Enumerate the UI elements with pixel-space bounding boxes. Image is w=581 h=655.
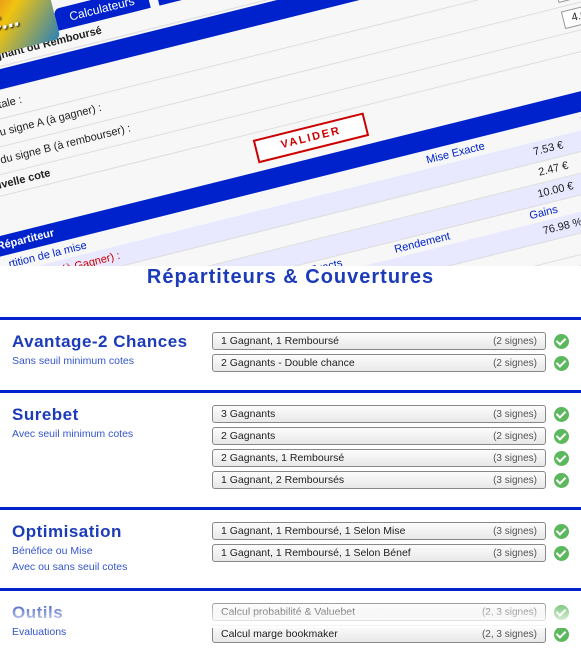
check-icon — [554, 429, 569, 444]
check-icon — [554, 605, 569, 620]
calculator-button-label: 2 Gagnants — [221, 430, 275, 442]
calculator-button[interactable]: 1 Gagnant, 1 Remboursé, 1 Selon Mise (3 s… — [212, 522, 546, 540]
calculator-button-label: 2 Gagnants, 1 Remboursé — [221, 452, 344, 464]
section-subtitle: Avec seuil minimum cotes — [12, 427, 212, 441]
divider — [0, 390, 581, 393]
calculator-button-signes: (3 signes) — [493, 453, 537, 464]
calculator-button[interactable]: 1 Gagnant, 2 Remboursés (3 signes) — [212, 471, 546, 489]
calculator-button-label: Calcul marge bookmaker — [221, 628, 338, 640]
calculator-button-signes: (3 signes) — [493, 548, 537, 559]
check-icon — [554, 451, 569, 466]
calculator-button-label: 2 Gagnants - Double chance — [221, 357, 355, 369]
calculator-button-label: 1 Gagnant, 1 Remboursé, 1 Selon Bénef — [221, 547, 411, 559]
calculator-button[interactable]: 2 Gagnants, 1 Remboursé (3 signes) — [212, 449, 546, 467]
calculator-button[interactable]: 2 Gagnants (2 signes) — [212, 427, 546, 445]
calculator-button-signes: (2, 3 signes) — [482, 629, 537, 640]
calculator-button-label: 1 Gagnant, 1 Remboursé — [221, 335, 339, 347]
calculator-button-label: 1 Gagnant, 1 Remboursé, 1 Selon Mise — [221, 525, 405, 537]
section-title: Outils — [12, 603, 212, 623]
calculator-button-signes: (3 signes) — [493, 475, 537, 486]
section-title: Surebet — [12, 405, 212, 425]
check-icon — [554, 473, 569, 488]
calculator-button[interactable]: 2 Gagnants - Double chance (2 signes) — [212, 354, 546, 372]
calculator-button-signes: (3 signes) — [493, 526, 537, 537]
calculator-button-signes: (2 signes) — [493, 431, 537, 442]
page-title: Répartiteurs & Couvertures — [0, 266, 581, 289]
calculator-button[interactable]: Calcul probabilité & Valuebet (2, 3 signe… — [212, 603, 546, 621]
divider — [0, 507, 581, 510]
check-icon — [554, 546, 569, 561]
calculator-button[interactable]: 1 Gagnant, 1 Remboursé, 1 Selon Bénef (3 … — [212, 544, 546, 562]
calculator-button[interactable]: Calcul marge bookmaker (2, 3 signes) — [212, 625, 546, 643]
section-subtitle: Bénéfice ou Mise — [12, 544, 212, 558]
calculator-button[interactable]: 3 Gagnants (3 signes) — [212, 405, 546, 423]
section-subtitle: Sans seuil minimum cotes — [12, 354, 212, 368]
section-title: Avantage-2 Chances — [12, 332, 212, 352]
divider — [0, 317, 581, 320]
divider — [0, 588, 581, 591]
check-icon — [554, 524, 569, 539]
calculator-button-signes: (3 signes) — [493, 409, 537, 420]
calculator-button-label: Calcul probabilité & Valuebet — [221, 606, 355, 618]
section-title: Optimisation — [12, 522, 212, 542]
calculator-button-label: 3 Gagnants — [221, 408, 275, 420]
calculator-button[interactable]: 1 Gagnant, 1 Remboursé (2 signes) — [212, 332, 546, 350]
calculator-button-label: 1 Gagnant, 2 Remboursés — [221, 474, 344, 486]
check-icon — [554, 627, 569, 642]
calculator-button-signes: (2 signes) — [493, 358, 537, 369]
tilted-calculator: BetC... Calculateurs Actualités Sp... 10… — [0, 0, 581, 280]
hero-screenshot: BetC... Calculateurs Actualités Sp... 10… — [0, 0, 581, 280]
section-subtitle: Evaluations — [12, 625, 212, 639]
check-icon — [554, 356, 569, 371]
check-icon — [554, 334, 569, 349]
calculator-button-signes: (2 signes) — [493, 336, 537, 347]
calculator-button-signes: (2, 3 signes) — [482, 607, 537, 618]
check-icon — [554, 407, 569, 422]
section-subtitle: Avec ou sans seuil cotes — [12, 560, 212, 574]
